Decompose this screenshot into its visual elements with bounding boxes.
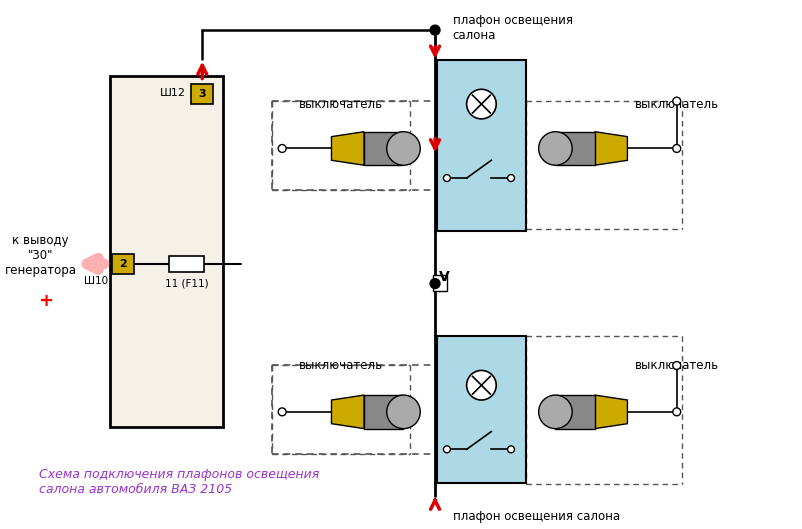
Circle shape — [443, 175, 450, 181]
Text: к выводу
"30"
генератора: к выводу "30" генератора — [5, 234, 76, 277]
Polygon shape — [363, 132, 403, 165]
Text: плафон освещения салона: плафон освещения салона — [452, 510, 619, 524]
Circle shape — [672, 408, 680, 416]
Text: 2: 2 — [119, 259, 127, 269]
Circle shape — [466, 370, 496, 400]
Polygon shape — [555, 132, 594, 165]
Circle shape — [507, 175, 514, 181]
Text: Ш10: Ш10 — [84, 276, 108, 286]
Text: выключатель: выключатель — [299, 97, 383, 111]
Text: +: + — [38, 293, 53, 311]
Text: 3: 3 — [198, 89, 206, 99]
Text: V: V — [439, 270, 449, 284]
Circle shape — [430, 25, 439, 35]
Circle shape — [443, 446, 450, 453]
Bar — [432, 275, 447, 290]
Circle shape — [277, 408, 286, 416]
Circle shape — [538, 132, 572, 165]
Circle shape — [466, 89, 496, 119]
Polygon shape — [594, 132, 626, 165]
Circle shape — [387, 132, 419, 165]
Text: 11 (F11): 11 (F11) — [164, 279, 208, 289]
Text: выключатель: выключатель — [634, 97, 718, 111]
Text: выключатель: выключатель — [299, 359, 383, 372]
Circle shape — [277, 144, 286, 152]
Circle shape — [507, 446, 514, 453]
Polygon shape — [363, 395, 403, 428]
Bar — [168, 256, 204, 272]
Circle shape — [387, 395, 419, 428]
Text: Схема подключения плафонов освещения
салона автомобиля ВАЗ 2105: Схема подключения плафонов освещения сал… — [38, 468, 318, 496]
Polygon shape — [331, 132, 363, 165]
Polygon shape — [555, 395, 594, 428]
Polygon shape — [594, 395, 626, 428]
Bar — [109, 77, 223, 427]
Circle shape — [430, 279, 439, 288]
Circle shape — [672, 97, 680, 105]
Circle shape — [672, 144, 680, 152]
Polygon shape — [331, 395, 363, 428]
Circle shape — [538, 395, 572, 428]
Bar — [436, 336, 525, 483]
Bar — [191, 84, 213, 104]
Text: выключатель: выключатель — [634, 359, 718, 372]
Text: плафон освещения
салона: плафон освещения салона — [452, 14, 572, 42]
Circle shape — [672, 361, 680, 369]
Bar — [436, 60, 525, 231]
Text: Ш12: Ш12 — [160, 88, 185, 98]
Bar — [112, 254, 134, 273]
